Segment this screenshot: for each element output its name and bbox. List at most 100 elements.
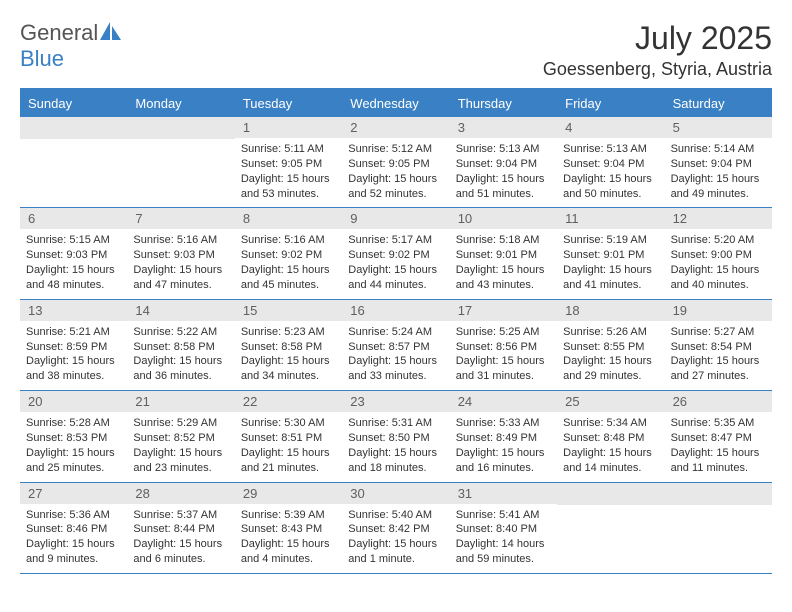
day-number: 18 (557, 300, 664, 321)
day-cell (20, 117, 127, 207)
day-cell: 23Sunrise: 5:31 AMSunset: 8:50 PMDayligh… (342, 391, 449, 481)
day-cell: 3Sunrise: 5:13 AMSunset: 9:04 PMDaylight… (450, 117, 557, 207)
day-body: Sunrise: 5:22 AMSunset: 8:58 PMDaylight:… (127, 321, 234, 390)
day-cell: 25Sunrise: 5:34 AMSunset: 8:48 PMDayligh… (557, 391, 664, 481)
weeks-container: 1Sunrise: 5:11 AMSunset: 9:05 PMDaylight… (20, 117, 772, 574)
day-header: Thursday (450, 90, 557, 117)
day-body: Sunrise: 5:39 AMSunset: 8:43 PMDaylight:… (235, 504, 342, 573)
day-number: 21 (127, 391, 234, 412)
day-number: 10 (450, 208, 557, 229)
day-number: 22 (235, 391, 342, 412)
day-cell: 17Sunrise: 5:25 AMSunset: 8:56 PMDayligh… (450, 300, 557, 390)
day-cell: 28Sunrise: 5:37 AMSunset: 8:44 PMDayligh… (127, 483, 234, 573)
day-number: 20 (20, 391, 127, 412)
location-label: Goessenberg, Styria, Austria (543, 59, 772, 80)
day-number: 30 (342, 483, 449, 504)
day-body: Sunrise: 5:41 AMSunset: 8:40 PMDaylight:… (450, 504, 557, 573)
day-number (127, 117, 234, 139)
day-cell: 14Sunrise: 5:22 AMSunset: 8:58 PMDayligh… (127, 300, 234, 390)
day-number (665, 483, 772, 505)
day-body: Sunrise: 5:36 AMSunset: 8:46 PMDaylight:… (20, 504, 127, 573)
day-body: Sunrise: 5:16 AMSunset: 9:02 PMDaylight:… (235, 229, 342, 298)
day-body: Sunrise: 5:16 AMSunset: 9:03 PMDaylight:… (127, 229, 234, 298)
day-number (20, 117, 127, 139)
day-number: 31 (450, 483, 557, 504)
day-number: 27 (20, 483, 127, 504)
day-cell (127, 117, 234, 207)
day-number: 17 (450, 300, 557, 321)
day-cell: 15Sunrise: 5:23 AMSunset: 8:58 PMDayligh… (235, 300, 342, 390)
day-header: Sunday (20, 90, 127, 117)
day-body: Sunrise: 5:18 AMSunset: 9:01 PMDaylight:… (450, 229, 557, 298)
day-header: Wednesday (342, 90, 449, 117)
day-body: Sunrise: 5:17 AMSunset: 9:02 PMDaylight:… (342, 229, 449, 298)
day-cell: 11Sunrise: 5:19 AMSunset: 9:01 PMDayligh… (557, 208, 664, 298)
day-number: 11 (557, 208, 664, 229)
day-body: Sunrise: 5:27 AMSunset: 8:54 PMDaylight:… (665, 321, 772, 390)
day-number: 2 (342, 117, 449, 138)
logo: General Blue (20, 20, 122, 72)
day-number: 28 (127, 483, 234, 504)
day-body: Sunrise: 5:19 AMSunset: 9:01 PMDaylight:… (557, 229, 664, 298)
logo-sail-icon (100, 22, 122, 40)
week-row: 1Sunrise: 5:11 AMSunset: 9:05 PMDaylight… (20, 117, 772, 208)
day-body: Sunrise: 5:14 AMSunset: 9:04 PMDaylight:… (665, 138, 772, 207)
day-cell: 5Sunrise: 5:14 AMSunset: 9:04 PMDaylight… (665, 117, 772, 207)
day-cell: 16Sunrise: 5:24 AMSunset: 8:57 PMDayligh… (342, 300, 449, 390)
day-cell: 29Sunrise: 5:39 AMSunset: 8:43 PMDayligh… (235, 483, 342, 573)
day-cell (557, 483, 664, 573)
week-row: 13Sunrise: 5:21 AMSunset: 8:59 PMDayligh… (20, 300, 772, 391)
day-number: 3 (450, 117, 557, 138)
day-body: Sunrise: 5:33 AMSunset: 8:49 PMDaylight:… (450, 412, 557, 481)
day-number: 16 (342, 300, 449, 321)
day-cell: 12Sunrise: 5:20 AMSunset: 9:00 PMDayligh… (665, 208, 772, 298)
logo-text-blue: Blue (20, 46, 64, 71)
day-body: Sunrise: 5:20 AMSunset: 9:00 PMDaylight:… (665, 229, 772, 298)
day-body: Sunrise: 5:24 AMSunset: 8:57 PMDaylight:… (342, 321, 449, 390)
day-cell: 4Sunrise: 5:13 AMSunset: 9:04 PMDaylight… (557, 117, 664, 207)
day-header: Saturday (665, 90, 772, 117)
day-number: 5 (665, 117, 772, 138)
week-row: 27Sunrise: 5:36 AMSunset: 8:46 PMDayligh… (20, 483, 772, 574)
day-cell: 13Sunrise: 5:21 AMSunset: 8:59 PMDayligh… (20, 300, 127, 390)
day-number: 24 (450, 391, 557, 412)
day-body: Sunrise: 5:35 AMSunset: 8:47 PMDaylight:… (665, 412, 772, 481)
day-cell: 21Sunrise: 5:29 AMSunset: 8:52 PMDayligh… (127, 391, 234, 481)
day-cell: 10Sunrise: 5:18 AMSunset: 9:01 PMDayligh… (450, 208, 557, 298)
day-number: 14 (127, 300, 234, 321)
day-header: Tuesday (235, 90, 342, 117)
calendar: SundayMondayTuesdayWednesdayThursdayFrid… (20, 88, 772, 574)
day-body: Sunrise: 5:40 AMSunset: 8:42 PMDaylight:… (342, 504, 449, 573)
day-body: Sunrise: 5:25 AMSunset: 8:56 PMDaylight:… (450, 321, 557, 390)
day-body: Sunrise: 5:28 AMSunset: 8:53 PMDaylight:… (20, 412, 127, 481)
day-cell: 1Sunrise: 5:11 AMSunset: 9:05 PMDaylight… (235, 117, 342, 207)
day-header: Friday (557, 90, 664, 117)
day-headers-row: SundayMondayTuesdayWednesdayThursdayFrid… (20, 90, 772, 117)
day-number: 25 (557, 391, 664, 412)
day-body: Sunrise: 5:13 AMSunset: 9:04 PMDaylight:… (557, 138, 664, 207)
day-number: 15 (235, 300, 342, 321)
day-cell: 24Sunrise: 5:33 AMSunset: 8:49 PMDayligh… (450, 391, 557, 481)
day-cell: 27Sunrise: 5:36 AMSunset: 8:46 PMDayligh… (20, 483, 127, 573)
day-number (557, 483, 664, 505)
day-number: 19 (665, 300, 772, 321)
day-cell (665, 483, 772, 573)
day-body: Sunrise: 5:21 AMSunset: 8:59 PMDaylight:… (20, 321, 127, 390)
day-cell: 8Sunrise: 5:16 AMSunset: 9:02 PMDaylight… (235, 208, 342, 298)
title-area: July 2025 Goessenberg, Styria, Austria (543, 20, 772, 80)
day-cell: 30Sunrise: 5:40 AMSunset: 8:42 PMDayligh… (342, 483, 449, 573)
day-cell: 7Sunrise: 5:16 AMSunset: 9:03 PMDaylight… (127, 208, 234, 298)
day-number: 4 (557, 117, 664, 138)
month-title: July 2025 (543, 20, 772, 57)
day-number: 9 (342, 208, 449, 229)
day-cell: 2Sunrise: 5:12 AMSunset: 9:05 PMDaylight… (342, 117, 449, 207)
day-number: 13 (20, 300, 127, 321)
day-cell: 31Sunrise: 5:41 AMSunset: 8:40 PMDayligh… (450, 483, 557, 573)
day-body: Sunrise: 5:30 AMSunset: 8:51 PMDaylight:… (235, 412, 342, 481)
day-body: Sunrise: 5:34 AMSunset: 8:48 PMDaylight:… (557, 412, 664, 481)
day-number: 12 (665, 208, 772, 229)
header: General Blue July 2025 Goessenberg, Styr… (20, 20, 772, 80)
day-body: Sunrise: 5:37 AMSunset: 8:44 PMDaylight:… (127, 504, 234, 573)
day-cell: 26Sunrise: 5:35 AMSunset: 8:47 PMDayligh… (665, 391, 772, 481)
day-number: 29 (235, 483, 342, 504)
